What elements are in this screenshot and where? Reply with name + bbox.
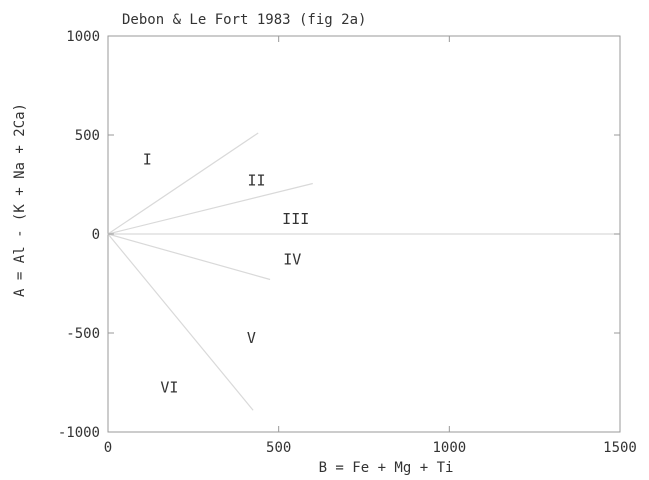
x-tick-label: 0 [104,440,112,456]
y-tick-label: 0 [92,227,100,243]
boundary-line-3 [107,182,313,235]
boundary-line-5 [107,233,254,411]
x-tick-label: 1500 [603,440,637,456]
x-tick-label: 1000 [432,440,466,456]
field-label-I: I [143,151,152,169]
field-label-III: III [282,210,309,228]
field-label-V: V [247,329,256,347]
boundary-line-2 [107,132,259,235]
y-tick-label: -1000 [58,425,100,441]
field-boundary-lines [107,132,620,411]
field-label-IV: IV [283,251,301,269]
x-axis-title: B = Fe + Mg + Ti [319,460,454,476]
y-tick-label: 500 [75,128,100,144]
chart-title: Debon & Le Fort 1983 (fig 2a) [122,12,366,28]
y-axis-title: A = Al - (K + Na + 2Ca) [12,103,28,297]
tick-labels: 0 500 1000 1500 -1000 -500 0 500 1000 [58,29,637,456]
x-tick-label: 500 [266,440,291,456]
boundary-line-4 [107,233,271,281]
y-tick-label: -500 [66,326,100,342]
field-label-II: II [247,171,265,189]
y-tick-label: 1000 [66,29,100,45]
field-label-VI: VI [160,378,178,396]
axis-ticks [107,35,621,433]
